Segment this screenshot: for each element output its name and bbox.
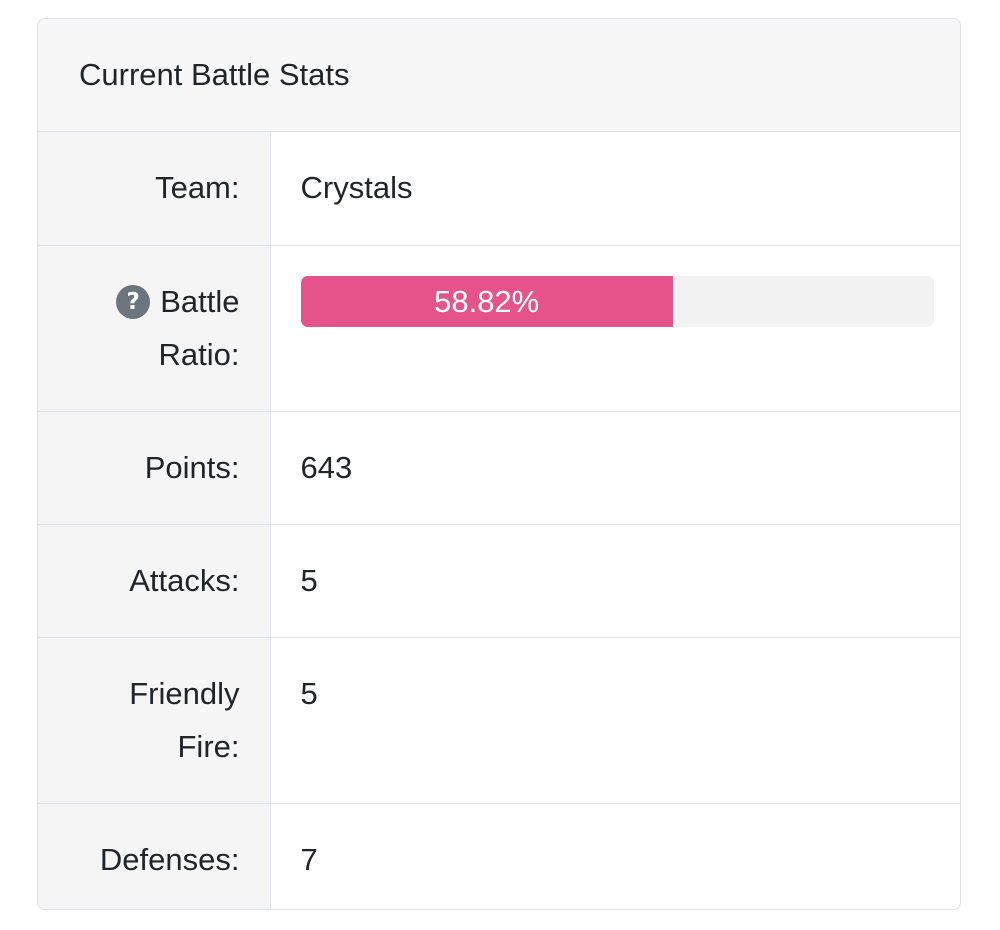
battle-ratio-label-line1: Battle xyxy=(160,283,240,319)
attacks-value: 5 xyxy=(270,524,960,638)
friendly-fire-value: 5 xyxy=(270,637,960,804)
team-value: Crystals xyxy=(270,132,960,246)
battle-stats-table: Team: Crystals ? Battle Ratio: 58.82% Poi… xyxy=(38,132,960,909)
battle-ratio-label: ? Battle Ratio: xyxy=(38,245,271,412)
battle-ratio-progress: 58.82% xyxy=(300,275,934,327)
attacks-label: Attacks: xyxy=(38,524,271,638)
points-label: Points: xyxy=(38,411,271,525)
battle-stats-card: Current Battle Stats Team: Crystals ? Bat… xyxy=(37,18,961,910)
battle-ratio-value: 58.82% xyxy=(270,245,960,412)
battle-ratio-progress-bar: 58.82% xyxy=(300,275,673,327)
friendly-fire-label-line1: Friendly xyxy=(129,675,240,711)
friendly-fire-label: Friendly Fire: xyxy=(38,637,271,804)
table-row-friendly-fire: Friendly Fire: 5 xyxy=(38,637,960,804)
points-value: 643 xyxy=(270,411,960,525)
table-row-points: Points: 643 xyxy=(38,411,960,525)
question-circle-icon[interactable]: ? xyxy=(116,284,151,319)
battle-ratio-label-line2: Ratio: xyxy=(158,336,240,372)
friendly-fire-label-line2: Fire: xyxy=(177,728,240,764)
table-row-battle-ratio: ? Battle Ratio: 58.82% xyxy=(38,245,960,412)
defenses-label: Defenses: xyxy=(38,803,271,909)
table-row-team: Team: Crystals xyxy=(38,132,960,246)
table-row-defenses: Defenses: 7 xyxy=(38,803,960,909)
card-title: Current Battle Stats xyxy=(38,19,960,132)
defenses-value: 7 xyxy=(300,841,318,877)
table-row-attacks: Attacks: 5 xyxy=(38,524,960,638)
team-label: Team: xyxy=(38,132,271,246)
